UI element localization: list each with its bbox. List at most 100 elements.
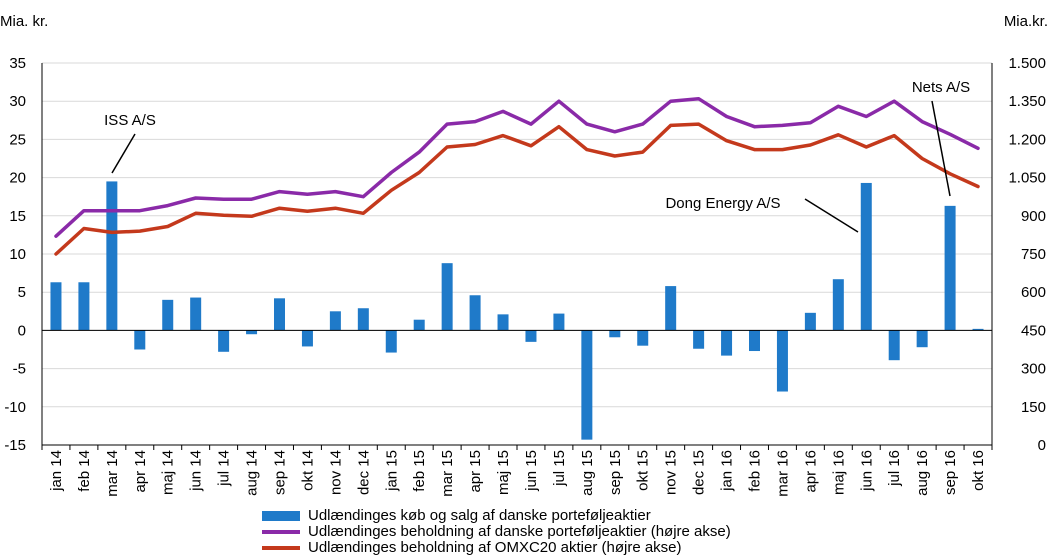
bar xyxy=(246,330,258,335)
left-tick-label: 10 xyxy=(9,246,26,263)
legend: Udlændinges køb og salg af danske portef… xyxy=(262,508,731,556)
x-tick-label: apr 16 xyxy=(802,450,819,493)
x-tick-label: jan 15 xyxy=(383,450,400,492)
x-tick-label: sep 15 xyxy=(607,450,624,495)
legend-swatch-purple-line xyxy=(262,530,300,534)
bar xyxy=(609,330,621,338)
x-tick-label: okt 15 xyxy=(635,450,652,491)
legend-item-bar: Udlændinges køb og salg af danske portef… xyxy=(262,508,731,524)
x-tick-label: okt 16 xyxy=(970,450,987,491)
legend-label-red-line: Udlændinges beholdning af OMXC20 aktier … xyxy=(308,539,682,556)
right-tick-label: 1.350 xyxy=(1008,93,1046,110)
bar xyxy=(972,328,984,331)
annotation-label: ISS A/S xyxy=(104,112,156,129)
bar xyxy=(637,330,649,346)
bar xyxy=(693,330,705,349)
x-tick-label: jun 16 xyxy=(858,450,875,492)
right-tick-label: 750 xyxy=(1021,246,1046,263)
right-tick-label: 600 xyxy=(1021,284,1046,301)
left-tick-label: 0 xyxy=(18,322,26,339)
right-tick-label: 1.050 xyxy=(1008,170,1046,187)
x-tick-label: jul 15 xyxy=(551,450,568,487)
right-tick-label: 150 xyxy=(1021,399,1046,416)
bar xyxy=(50,282,62,331)
x-tick-label: jun 14 xyxy=(188,450,205,492)
bar xyxy=(413,319,425,331)
annotation-label: Dong Energy A/S xyxy=(665,195,780,212)
left-tick-label: -10 xyxy=(4,399,26,416)
legend-item-red-line: Udlændinges beholdning af OMXC20 aktier … xyxy=(262,540,731,556)
annotation-label: Nets A/S xyxy=(912,79,970,96)
bar xyxy=(888,330,900,361)
x-tick-label: jun 15 xyxy=(523,450,540,492)
left-tick-label: 30 xyxy=(9,93,26,110)
bar xyxy=(218,330,230,352)
x-tick-label: okt 14 xyxy=(299,450,316,491)
x-tick-label: feb 15 xyxy=(411,450,428,492)
x-tick-label: nov 14 xyxy=(327,450,344,495)
bar xyxy=(665,286,677,331)
left-axis-unit: Mia. kr. xyxy=(0,13,48,30)
x-tick-label: apr 15 xyxy=(467,450,484,493)
bar xyxy=(134,330,146,350)
legend-label-purple-line: Udlændinges beholdning af danske portefø… xyxy=(308,523,731,540)
x-tick-label: jan 14 xyxy=(48,450,65,492)
left-tick-label: 15 xyxy=(9,208,26,225)
bar xyxy=(162,299,174,331)
left-tick-label: 35 xyxy=(9,55,26,72)
x-axis-ticks: jan 14 feb 14 mar 14 apr 14 maj 14 jun 14 jul … xyxy=(48,450,987,497)
annotations: ISS A/S Dong Energy A/S Nets A/S xyxy=(104,79,970,233)
x-tick-label: nov 15 xyxy=(663,450,680,495)
bar-series xyxy=(50,181,984,440)
x-tick-label: aug 15 xyxy=(579,450,596,496)
left-tick-label: 20 xyxy=(9,170,26,187)
bar xyxy=(441,263,453,331)
bar xyxy=(721,330,733,356)
bar xyxy=(469,295,481,331)
x-tick-label: aug 14 xyxy=(244,450,261,496)
bar xyxy=(553,313,565,331)
annotation-pointer xyxy=(804,198,859,233)
x-tick-label: dec 14 xyxy=(355,450,372,495)
bar xyxy=(274,298,285,331)
x-tick-label: feb 14 xyxy=(76,450,93,492)
right-tick-label: 300 xyxy=(1021,361,1046,378)
x-tick-label: maj 15 xyxy=(495,450,512,495)
right-tick-label: 1.500 xyxy=(1008,55,1046,72)
bar xyxy=(749,330,760,352)
gridlines xyxy=(42,62,992,446)
bar xyxy=(860,182,872,331)
bar xyxy=(190,297,202,331)
x-tick-label: mar 16 xyxy=(774,450,791,497)
right-axis-unit: Mia.kr. xyxy=(1004,13,1048,30)
bar xyxy=(329,311,341,331)
line-purple xyxy=(54,96,980,238)
x-tick-label: sep 14 xyxy=(272,450,289,495)
x-tick-label: jan 16 xyxy=(719,450,736,492)
x-tick-label: jul 14 xyxy=(216,450,233,487)
legend-swatch-bar xyxy=(262,511,300,521)
right-tick-label: 1.200 xyxy=(1008,131,1046,148)
axes xyxy=(41,63,993,450)
bar xyxy=(106,181,118,331)
x-tick-label: feb 16 xyxy=(747,450,764,492)
annotation-pointer xyxy=(111,133,136,174)
line-series xyxy=(54,96,980,256)
right-tick-label: 450 xyxy=(1021,322,1046,339)
x-tick-label: mar 14 xyxy=(104,450,121,497)
annotation-pointer xyxy=(931,100,951,197)
left-tick-label: 5 xyxy=(18,284,26,301)
bar xyxy=(581,330,593,440)
x-tick-label: apr 14 xyxy=(132,450,149,493)
bar xyxy=(804,312,816,331)
left-tick-label: 25 xyxy=(9,131,26,148)
bar xyxy=(832,279,844,331)
bar xyxy=(944,205,956,331)
left-tick-label: -15 xyxy=(4,437,26,454)
bar xyxy=(497,314,509,331)
x-tick-label: aug 16 xyxy=(914,450,931,496)
right-tick-label: 900 xyxy=(1021,208,1046,225)
bar xyxy=(357,308,369,331)
bar xyxy=(525,330,537,342)
bar xyxy=(78,282,90,331)
